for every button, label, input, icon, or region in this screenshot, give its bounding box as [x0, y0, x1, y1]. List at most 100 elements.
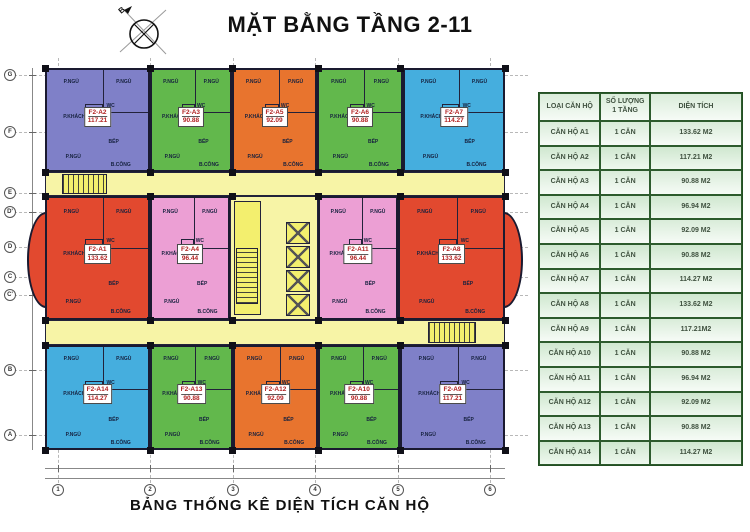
table-row: CĂN HỘ A7 1 CĂN 114.27 M2	[539, 268, 742, 294]
room-label: WC	[195, 238, 205, 245]
room-label: BẾP	[365, 281, 376, 288]
table-cell: 1 CĂN	[600, 121, 650, 146]
room-label: WC	[281, 380, 291, 387]
apartment-F2-A7: P.NGỦ P.NGỦ P.KHÁCH WC BẾP P.NGỦ B.CÔNG F2-A7 11…	[403, 68, 505, 172]
room-label: P.NGỦ	[373, 79, 389, 85]
room-label: B.CÔNG	[466, 162, 487, 168]
column-marker	[501, 168, 509, 176]
apartment-label: F2-A11 96.44	[343, 244, 373, 265]
table-cell: 1 CĂN	[600, 440, 650, 466]
room-label: P.NGỦ	[63, 209, 79, 216]
room-label: P.NGỦ	[163, 356, 179, 363]
column-marker	[501, 341, 509, 349]
column-marker	[501, 192, 509, 200]
apartment-area: 96.44	[180, 253, 200, 262]
table-row: CĂN HỘ A9 1 CĂN 117.21M2	[539, 317, 742, 343]
room-label: P.NGỦ	[202, 209, 218, 216]
room-label: B.CÔNG	[284, 439, 305, 446]
column-marker	[501, 446, 509, 454]
table-cell: 96.94 M2	[649, 366, 742, 392]
dimension-tick	[58, 465, 59, 472]
apartment-area: 114.27	[86, 393, 109, 402]
column-marker	[314, 316, 322, 324]
room-label: P.NGỦ	[204, 356, 220, 363]
table-cell: 90.88 M2	[649, 243, 742, 269]
room-label: P.NGỦ	[247, 154, 263, 160]
room-label: P.NGỦ	[332, 431, 348, 438]
room-label: P.NGỦ	[288, 356, 305, 363]
room-label: B.CÔNG	[110, 439, 131, 446]
room-label: P.KHÁCH	[330, 114, 353, 120]
column-marker	[501, 64, 509, 72]
elevator-cell	[286, 294, 310, 316]
column-marker	[228, 341, 236, 349]
table-row: CĂN HỘ A8 1 CĂN 133.62 M2	[539, 293, 742, 318]
apartment-F2-A11: P.NGỦ P.NGỦ P.KHÁCH WC BẾP P.NGỦ B.CÔNG F2-A11 9…	[318, 196, 398, 320]
apartment-label: F2-A10 90.88	[344, 384, 374, 405]
room-label: WC	[197, 380, 206, 387]
apartment-label: F2-A12 92.09	[260, 384, 291, 405]
column-marker	[314, 192, 322, 200]
table-cell: CĂN HỘ A13	[539, 416, 601, 441]
dimension-tick	[315, 465, 316, 472]
room-label: P.NGỦ	[245, 79, 262, 85]
dimension-tick	[29, 132, 36, 133]
dimension-tick	[490, 465, 491, 472]
apartment-F2-A10: P.NGỦ P.NGỦ P.KHÁCH WC BẾP P.NGỦ B.CÔNG F2-A10 9…	[318, 345, 400, 450]
apartment-F2-A5: P.NGỦ P.NGỦ P.KHÁCH WC BẾP P.NGỦ B.CÔNG F2-A5 92…	[232, 68, 317, 172]
table-cell: CĂN HỘ A14	[539, 440, 601, 466]
table-header-row: LOẠI CĂN HỘ SỐ LƯỢNG 1 TẦNG DIỆN TÍCH	[539, 93, 742, 121]
table-row: CĂN HỘ A11 1 CĂN 96.94 M2	[539, 366, 742, 392]
room-label: P.NGỦ	[420, 79, 437, 85]
column-marker	[396, 168, 404, 176]
apartment-label: F2-A3 90.88	[177, 107, 205, 127]
apartment-id: F2-A7	[444, 109, 464, 117]
room-label: BẾP	[464, 139, 475, 145]
table-row: CĂN HỘ A6 1 CĂN 90.88 M2	[539, 243, 742, 269]
room-label: P.NGỦ	[471, 356, 487, 363]
table-cell: CĂN HỘ A5	[539, 219, 601, 244]
column-marker	[396, 64, 404, 72]
table-cell: CĂN HỘ A1	[539, 121, 601, 146]
column-marker	[41, 192, 49, 200]
room-label: WC	[364, 380, 374, 387]
table-cell: CĂN HỘ A10	[539, 342, 601, 367]
apartment-id: F2-A8	[442, 246, 461, 254]
room-label: P.NGỦ	[116, 356, 132, 363]
room-label: P.NGỦ	[65, 431, 81, 438]
apartment-F2-A1: P.NGỦ P.NGỦ P.KHÁCH WC BẾP P.NGỦ B.CÔNG F2-A1 13…	[45, 196, 150, 320]
table-row: CĂN HỘ A3 1 CĂN 90.88 M2	[539, 170, 742, 195]
column-marker	[314, 446, 322, 454]
column-marker	[146, 316, 154, 324]
apartment-F2-A3: P.NGỦ P.NGỦ P.KHÁCH WC BẾP P.NGỦ B.CÔNG F2-A3 90…	[150, 68, 232, 172]
apartment-area: 90.88	[348, 393, 370, 402]
room-label: WC	[106, 238, 115, 245]
table-row: CĂN HỘ A10 1 CĂN 90.88 M2	[539, 342, 742, 367]
room-label: BẾP	[198, 139, 209, 145]
table-cell: 1 CĂN	[600, 391, 650, 417]
room-label: P.KHÁCH	[161, 251, 184, 258]
column-marker	[146, 341, 154, 349]
room-label: BẾP	[367, 139, 379, 145]
elevator-cell	[286, 270, 310, 292]
room-label: P.KHÁCH	[161, 114, 185, 120]
room-label: P.NGỦ	[420, 431, 436, 438]
apartment-id: F2-A3	[181, 109, 201, 117]
table-row: CĂN HỘ A1 1 CĂN 133.62 M2	[539, 121, 742, 146]
table-cell: 133.62 M2	[649, 293, 742, 318]
room-label: B.CÔNG	[368, 162, 389, 168]
table-cell: 1 CĂN	[600, 194, 650, 220]
column-marker	[228, 446, 236, 454]
room-label: P.NGỦ	[470, 209, 486, 216]
table-cell: 1 CĂN	[600, 366, 650, 392]
room-label: P.NGỦ	[287, 79, 304, 85]
column-marker	[228, 316, 236, 324]
apartment-id: F2-A2	[88, 109, 107, 117]
table-cell: 1 CĂN	[600, 293, 650, 318]
room-label: P.KHÁCH	[416, 251, 439, 258]
room-label: BẾP	[198, 416, 210, 423]
table-cell: 1 CĂN	[600, 145, 650, 171]
column-marker	[228, 64, 236, 72]
apartment-label: F2-A4 96.44	[176, 244, 204, 265]
grid-axis-number: 2	[144, 484, 156, 496]
